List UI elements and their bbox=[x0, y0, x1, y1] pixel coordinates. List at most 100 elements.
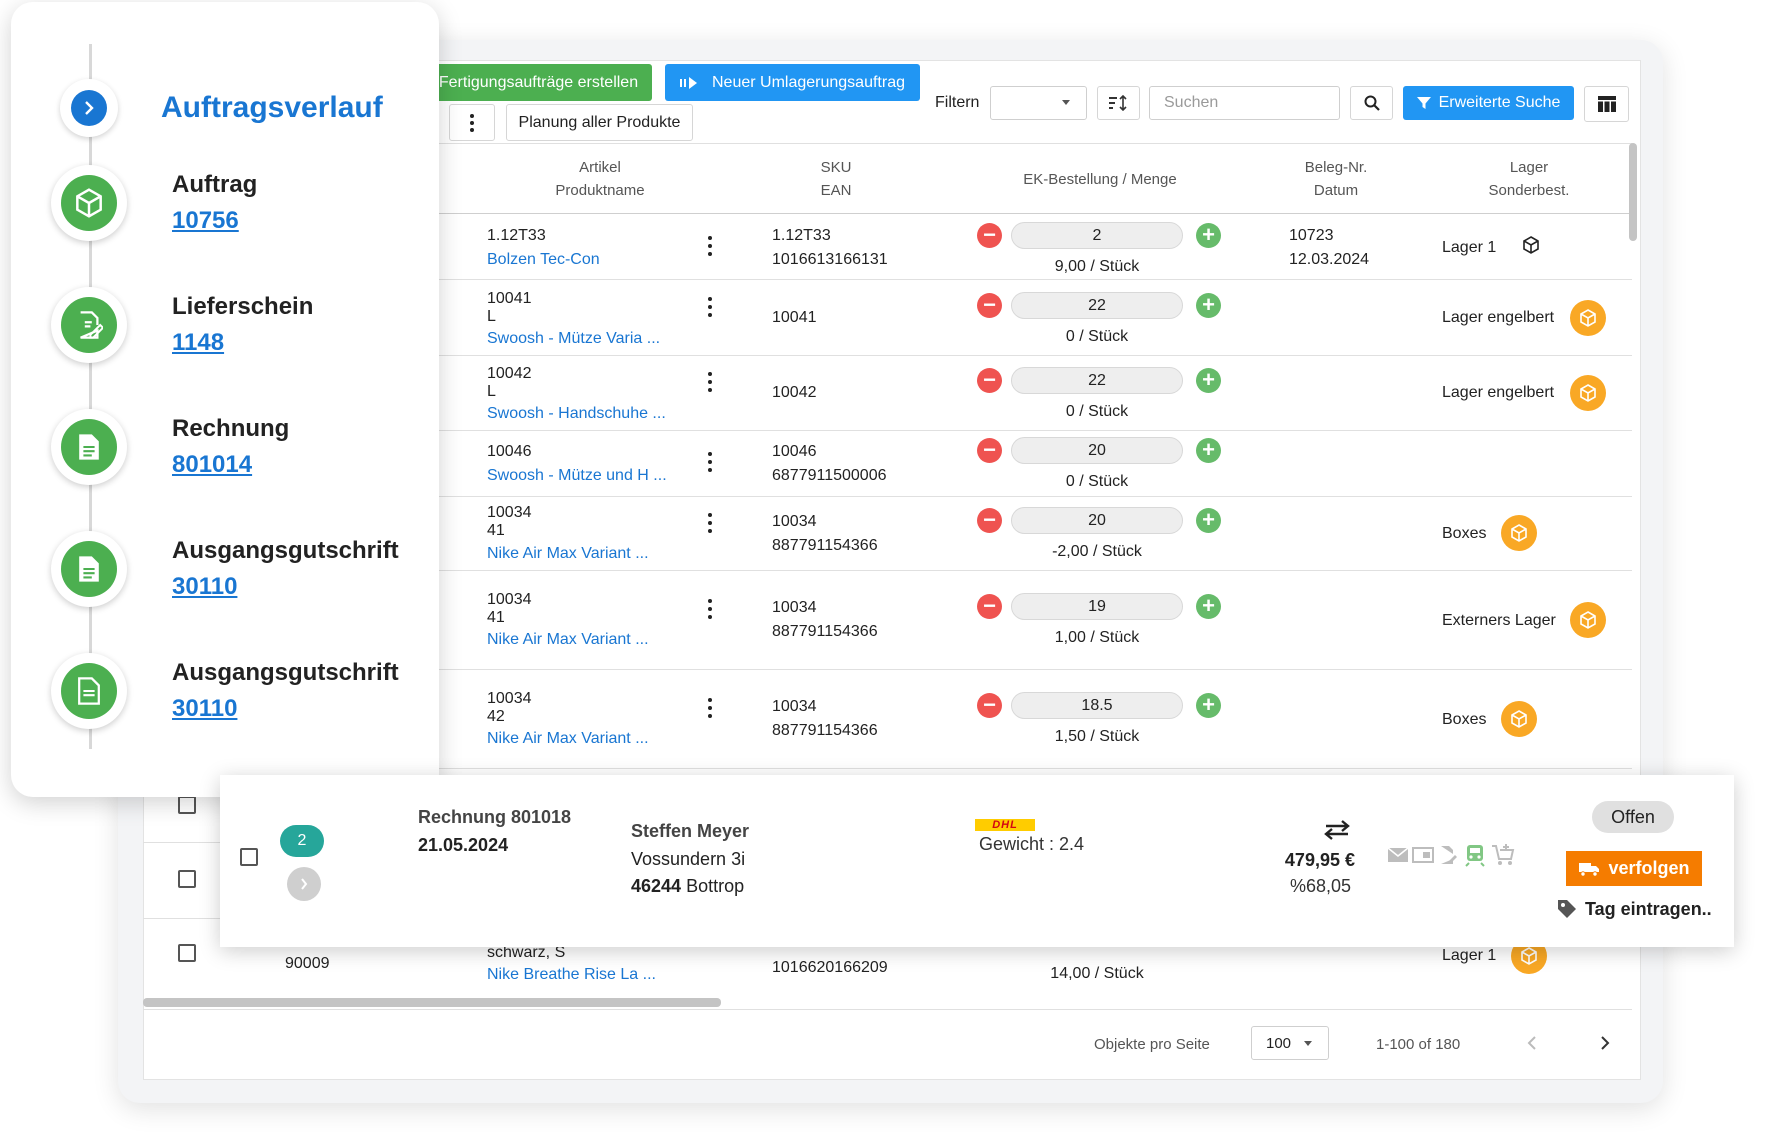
header-ek: EK-Bestellung / Menge bbox=[1023, 171, 1177, 188]
pagination-range: 1-100 of 180 bbox=[1376, 1036, 1461, 1053]
quantity-field[interactable]: 20 bbox=[1011, 507, 1183, 534]
search-icon bbox=[1364, 95, 1380, 111]
sort-button[interactable] bbox=[1097, 86, 1140, 120]
new-transfer-order-button[interactable]: Neuer Umlagerungsauftrag bbox=[665, 64, 920, 101]
increase-button[interactable]: + bbox=[1196, 508, 1221, 533]
row-menu-icon[interactable] bbox=[708, 297, 712, 317]
row-menu-icon[interactable] bbox=[708, 452, 712, 472]
horizontal-scrollbar[interactable] bbox=[143, 998, 721, 1007]
sku: 10034 bbox=[772, 599, 817, 616]
quantity-field[interactable]: 18.5 bbox=[1011, 692, 1183, 719]
customer-zip: 46244 bbox=[631, 876, 682, 896]
timeline-link-gutschrift-2[interactable]: 30110 bbox=[172, 695, 238, 722]
advanced-search-label: Erweiterte Suche bbox=[1438, 94, 1561, 111]
expand-button[interactable] bbox=[287, 867, 321, 901]
row-menu-icon[interactable] bbox=[708, 599, 712, 619]
document-edit-icon[interactable] bbox=[1438, 845, 1458, 865]
decrease-button[interactable]: − bbox=[977, 223, 1002, 248]
advanced-search-button[interactable]: Erweiterte Suche bbox=[1403, 86, 1574, 120]
row-checkbox[interactable] bbox=[178, 796, 196, 814]
chevron-right-icon[interactable] bbox=[1600, 1035, 1610, 1051]
train-icon[interactable] bbox=[1463, 843, 1487, 867]
create-production-orders-label: Fertigungsaufträge erstellen bbox=[438, 73, 639, 91]
increase-button[interactable]: + bbox=[1196, 293, 1221, 318]
invoice-card[interactable]: 2 Rechnung 801018 21.05.2024 Steffen Mey… bbox=[220, 775, 1734, 947]
ean: 1016613166131 bbox=[772, 251, 888, 268]
decrease-button[interactable]: − bbox=[977, 594, 1002, 619]
track-label: verfolgen bbox=[1608, 858, 1690, 878]
add-tag-button[interactable]: Tag eintragen.. bbox=[1557, 897, 1712, 921]
timeline-link-auftrag[interactable]: 10756 bbox=[172, 207, 239, 234]
special-order-button[interactable] bbox=[1570, 602, 1606, 638]
product-name-link[interactable]: Bolzen Tec-Con bbox=[487, 251, 600, 268]
increase-button[interactable]: + bbox=[1196, 223, 1221, 248]
chevron-left-icon[interactable] bbox=[1527, 1035, 1537, 1051]
exchange-icon[interactable] bbox=[1322, 819, 1352, 841]
search-button[interactable] bbox=[1350, 86, 1393, 120]
timeline-link-rechnung[interactable]: 801014 bbox=[172, 451, 253, 478]
product-name-link[interactable]: Swoosh - Mütze Varia ... bbox=[487, 330, 661, 347]
quantity-field[interactable]: 22 bbox=[1011, 367, 1183, 394]
column-header-article[interactable]: Artikel Produktname bbox=[520, 156, 680, 202]
filter-select[interactable] bbox=[990, 86, 1087, 120]
product-name-link[interactable]: Swoosh - Handschuhe ... bbox=[487, 405, 666, 422]
mail-icon[interactable] bbox=[1387, 847, 1409, 863]
decrease-button[interactable]: − bbox=[977, 438, 1002, 463]
special-order-button[interactable] bbox=[1570, 300, 1606, 336]
invoice-amount: 479,95 € bbox=[1284, 850, 1355, 870]
collapse-toggle[interactable] bbox=[60, 79, 118, 137]
article-variant: 42 bbox=[487, 708, 505, 725]
product-name-link[interactable]: Nike Air Max Variant ... bbox=[487, 631, 649, 648]
decrease-button[interactable]: − bbox=[977, 693, 1002, 718]
row-checkbox[interactable] bbox=[178, 944, 196, 962]
box-icon bbox=[1580, 611, 1596, 629]
special-order-button[interactable] bbox=[1501, 701, 1537, 737]
article-number: 10046 bbox=[487, 443, 532, 460]
column-header-sku[interactable]: SKU EAN bbox=[776, 156, 896, 202]
column-header-beleg[interactable]: Beleg-Nr. Datum bbox=[1276, 156, 1396, 202]
row-menu-icon[interactable] bbox=[708, 513, 712, 533]
warehouse: Externers Lager bbox=[1442, 612, 1556, 629]
add-to-cart-icon[interactable] bbox=[1491, 843, 1515, 867]
quantity-field[interactable]: 20 bbox=[1011, 437, 1183, 464]
row-menu-icon[interactable] bbox=[708, 698, 712, 718]
chevron-down-icon bbox=[1304, 1041, 1312, 1046]
decrease-button[interactable]: − bbox=[977, 508, 1002, 533]
customer-city: Bottrop bbox=[686, 876, 745, 896]
create-production-orders-button[interactable]: Fertigungsaufträge erstellen bbox=[425, 64, 652, 101]
increase-button[interactable]: + bbox=[1196, 693, 1221, 718]
per-page-select[interactable]: 100 bbox=[1251, 1026, 1329, 1060]
status-badge: Offen bbox=[1592, 801, 1674, 833]
vertical-scrollbar[interactable] bbox=[1629, 143, 1637, 241]
timeline-label: Ausgangsgutschrift bbox=[172, 537, 399, 564]
increase-button[interactable]: + bbox=[1196, 368, 1221, 393]
row-menu-icon[interactable] bbox=[708, 236, 712, 256]
quantity-field[interactable]: 22 bbox=[1011, 292, 1183, 319]
row-checkbox[interactable] bbox=[178, 870, 196, 888]
columns-button[interactable] bbox=[1584, 86, 1629, 122]
increase-button[interactable]: + bbox=[1196, 438, 1221, 463]
header-lager: Lager bbox=[1509, 159, 1549, 176]
product-name-link[interactable]: Nike Air Max Variant ... bbox=[487, 545, 649, 562]
search-input[interactable]: Suchen bbox=[1149, 86, 1340, 120]
id-card-icon[interactable] bbox=[1412, 847, 1434, 863]
quantity-field[interactable]: 19 bbox=[1011, 593, 1183, 620]
product-name-link[interactable]: Swoosh - Mütze und H ... bbox=[487, 467, 667, 484]
decrease-button[interactable]: − bbox=[977, 368, 1002, 393]
decrease-button[interactable]: − bbox=[977, 293, 1002, 318]
track-button[interactable]: verfolgen bbox=[1566, 851, 1702, 886]
increase-button[interactable]: + bbox=[1196, 594, 1221, 619]
special-order-button[interactable] bbox=[1501, 515, 1537, 551]
invoice-checkbox[interactable] bbox=[240, 848, 258, 866]
special-order-button[interactable] bbox=[1570, 375, 1606, 411]
timeline-link-gutschrift-1[interactable]: 30110 bbox=[172, 573, 238, 600]
plan-all-products-button[interactable]: Planung aller Produkte bbox=[506, 104, 693, 141]
quantity-field[interactable]: 2 bbox=[1011, 222, 1183, 249]
row-menu-icon[interactable] bbox=[708, 372, 712, 392]
column-header-lager[interactable]: Lager Sonderbest. bbox=[1469, 156, 1589, 202]
product-name-link[interactable]: Nike Air Max Variant ... bbox=[487, 730, 649, 747]
column-header-ek[interactable]: EK-Bestellung / Menge bbox=[1000, 168, 1200, 191]
more-options-button[interactable] bbox=[449, 104, 495, 141]
timeline-link-lieferschein[interactable]: 1148 bbox=[172, 329, 225, 356]
product-name-link[interactable]: Nike Breathe Rise La ... bbox=[487, 966, 656, 983]
